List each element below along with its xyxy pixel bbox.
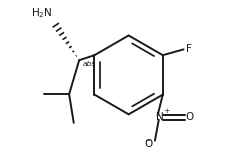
Text: O: O xyxy=(144,139,153,149)
Text: F: F xyxy=(186,44,192,54)
Text: +: + xyxy=(163,108,169,114)
Text: −: − xyxy=(144,138,151,144)
Text: H$_2$N: H$_2$N xyxy=(31,6,53,20)
Text: abs: abs xyxy=(83,61,96,67)
Text: N: N xyxy=(156,112,164,122)
Text: O: O xyxy=(186,112,194,122)
